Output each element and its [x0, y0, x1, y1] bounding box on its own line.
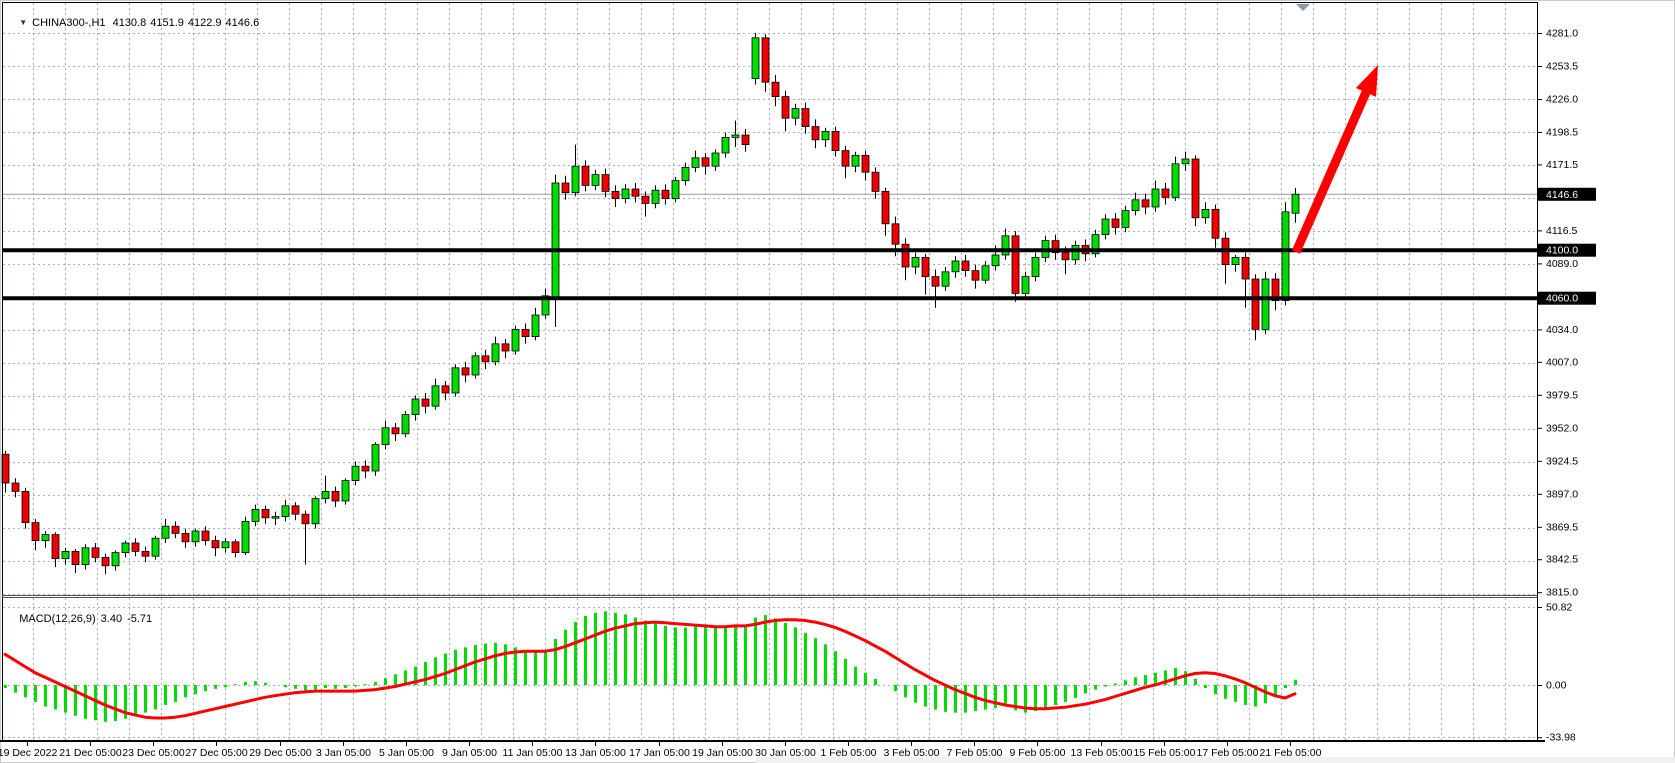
ohlc-open: 4130.8: [112, 17, 147, 29]
macd-main-value: 3.40: [100, 613, 123, 625]
svg-text:-33.98: -33.98: [1546, 732, 1576, 744]
svg-text:3815.0: 3815.0: [1546, 587, 1578, 599]
svg-text:9 Feb 05:00: 9 Feb 05:00: [1009, 747, 1065, 759]
svg-text:4100.0: 4100.0: [1546, 245, 1578, 257]
svg-text:13 Jan 05:00: 13 Jan 05:00: [565, 747, 626, 759]
svg-text:3979.5: 3979.5: [1546, 389, 1578, 401]
svg-text:27 Dec 05:00: 27 Dec 05:00: [185, 747, 248, 759]
time-axis[interactable]: 19 Dec 2022 21 Dec 05:00 23 Dec 05:00 27 De…: [0, 742, 1322, 759]
svg-text:19 Dec 2022: 19 Dec 2022: [0, 747, 57, 759]
macd-signal-line: [3, 618, 1297, 720]
macd-histogram: [4, 611, 1297, 722]
svg-text:4226.0: 4226.0: [1546, 94, 1578, 106]
svg-text:3869.5: 3869.5: [1546, 521, 1578, 533]
macd-indicator-label: MACD(12,26,9) 3.40 -5.71: [7, 601, 157, 637]
svg-text:4060.0: 4060.0: [1546, 293, 1578, 305]
svg-text:4034.0: 4034.0: [1546, 324, 1578, 336]
svg-text:4198.5: 4198.5: [1546, 127, 1578, 139]
svg-text:3 Feb 05:00: 3 Feb 05:00: [883, 747, 939, 759]
price-tag-4146.6: [1538, 187, 1596, 201]
price-tag-4060: [1538, 291, 1596, 305]
svg-text:50.82: 50.82: [1546, 601, 1572, 613]
chart-title: ▼ CHINA300-,H1 4130.8 4151.9 4122.9 4146.6: [7, 5, 263, 41]
macd-signal-value: -5.71: [127, 613, 153, 625]
trend-arrow[interactable]: [1291, 65, 1378, 254]
svg-text:29 Dec 05:00: 29 Dec 05:00: [249, 747, 312, 759]
plot-borders: [0, 2, 1545, 742]
svg-text:3924.5: 3924.5: [1546, 455, 1578, 467]
svg-text:30 Jan 05:00: 30 Jan 05:00: [755, 747, 816, 759]
svg-text:3 Jan 05:00: 3 Jan 05:00: [316, 747, 371, 759]
svg-text:21 Dec 05:00: 21 Dec 05:00: [59, 747, 122, 759]
svg-text:1 Feb 05:00: 1 Feb 05:00: [820, 747, 876, 759]
svg-text:11 Jan 05:00: 11 Jan 05:00: [503, 747, 563, 759]
svg-text:3952.0: 3952.0: [1546, 422, 1578, 434]
svg-text:4089.0: 4089.0: [1546, 258, 1578, 270]
svg-text:23 Dec 05:00: 23 Dec 05:00: [122, 747, 185, 759]
svg-text:0.00: 0.00: [1546, 680, 1567, 692]
svg-text:17 Jan 05:00: 17 Jan 05:00: [629, 747, 690, 759]
ohlc-high: 4151.9: [150, 17, 184, 29]
svg-text:17 Feb 05:00: 17 Feb 05:00: [1197, 747, 1259, 759]
price-tag-4100: [1538, 243, 1596, 257]
candles: [1, 33, 1300, 575]
price-axis[interactable]: 4281.0 4253.5 4226.0 4198.5 4171.5 4116.5 4089…: [1537, 28, 1596, 599]
svg-text:5 Jan 05:00: 5 Jan 05:00: [379, 747, 434, 759]
svg-text:3842.5: 3842.5: [1546, 554, 1578, 566]
svg-text:3897.0: 3897.0: [1546, 488, 1578, 500]
symbol-timeframe-label: CHINA300-,H1: [32, 17, 106, 29]
svg-text:19 Jan 05:00: 19 Jan 05:00: [692, 747, 753, 759]
svg-text:4146.6: 4146.6: [1546, 189, 1578, 201]
chart-shift-marker[interactable]: [1296, 4, 1310, 11]
svg-text:4116.5: 4116.5: [1546, 225, 1577, 237]
svg-text:4171.5: 4171.5: [1546, 159, 1578, 171]
svg-text:4007.0: 4007.0: [1546, 356, 1578, 368]
svg-text:9 Jan 05:00: 9 Jan 05:00: [442, 747, 497, 759]
svg-text:13 Feb 05:00: 13 Feb 05:00: [1071, 747, 1133, 759]
symbol-dropdown-icon[interactable]: ▼: [19, 18, 28, 27]
svg-text:4253.5: 4253.5: [1546, 61, 1578, 73]
ohlc-close: 4146.6: [225, 17, 260, 29]
svg-text:21 Feb 05:00: 21 Feb 05:00: [1260, 747, 1322, 759]
macd-name: MACD(12,26,9): [19, 613, 96, 625]
svg-text:7 Feb 05:00: 7 Feb 05:00: [946, 747, 1002, 759]
svg-text:15 Feb 05:00: 15 Feb 05:00: [1134, 747, 1196, 759]
macd-axis[interactable]: 50.82 0.00 -33.98: [1537, 601, 1576, 744]
ohlc-low: 4122.9: [187, 17, 222, 29]
svg-text:4281.0: 4281.0: [1546, 28, 1578, 40]
